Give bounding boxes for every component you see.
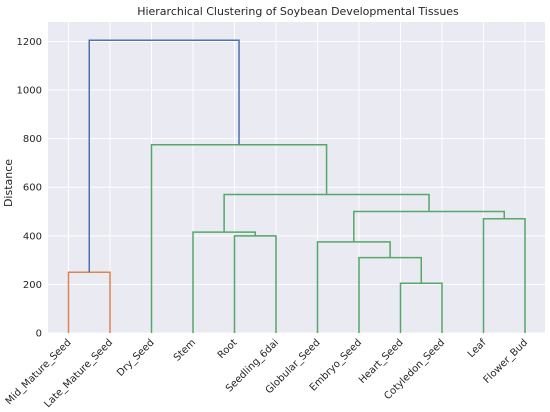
chart-title: Hierarchical Clustering of Soybean Devel…: [137, 5, 459, 18]
dendrogram-link: [67, 271, 111, 333]
y-tick-label: 0: [36, 329, 42, 340]
y-tick-label: 600: [23, 183, 42, 194]
dendrogram-link: [358, 256, 422, 333]
dendrogram-link: [233, 235, 277, 333]
leaf-label: Leaf: [466, 337, 489, 360]
dendrogram-link: [353, 210, 505, 242]
dendrogram-link: [316, 241, 391, 333]
y-tick-label: 800: [23, 134, 42, 145]
y-tick-label: 1200: [17, 37, 42, 48]
dendrogram-link: [88, 39, 240, 273]
leaf-label: Root: [216, 337, 240, 361]
y-tick-label: 1000: [17, 86, 42, 97]
y-tick-label: 400: [23, 231, 42, 242]
leaf-label: Dry_Seed: [115, 337, 157, 379]
y-axis-label: Distance: [2, 159, 15, 207]
dendrogram-link: [192, 231, 256, 333]
dendrogram-link: [482, 218, 526, 333]
leaf-label: Late_Mature_Seed: [42, 337, 115, 410]
y-tick-label: 200: [23, 280, 42, 291]
leaf-label: Stem: [172, 337, 198, 363]
plot-area: [48, 22, 545, 333]
dendrogram-links: [67, 39, 526, 333]
dendrogram-link: [223, 193, 430, 233]
leaf-label: Flower_Bud: [482, 337, 531, 386]
y-axis-ticks: 0 200 400 600 800 1000 1200: [17, 37, 42, 340]
